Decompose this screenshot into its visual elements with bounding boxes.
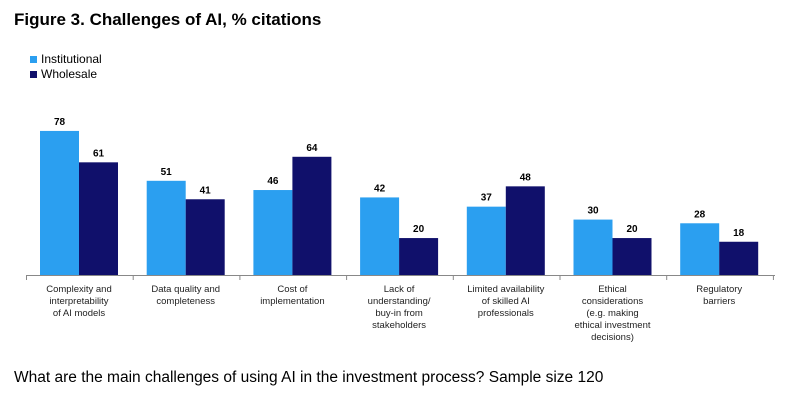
- bar-institutional: [573, 219, 613, 275]
- category-label: considerations: [582, 296, 644, 307]
- legend-item-institutional: Institutional: [30, 52, 102, 67]
- category-label: Limited availability: [467, 284, 544, 295]
- category-label: barriers: [703, 296, 735, 307]
- bar-wholesale: [719, 241, 759, 275]
- data-label-institutional: 46: [267, 176, 279, 187]
- category-label: of AI models: [53, 308, 106, 319]
- legend-swatch-wholesale: [30, 71, 37, 78]
- data-label-wholesale: 41: [200, 185, 212, 196]
- data-label-institutional: 78: [54, 117, 66, 128]
- data-label-wholesale: 48: [520, 172, 532, 183]
- bar-wholesale: [505, 186, 545, 275]
- bar-wholesale: [612, 238, 652, 275]
- data-label-wholesale: 18: [733, 228, 745, 239]
- bar-institutional: [680, 223, 720, 275]
- category-label: understanding/: [368, 296, 431, 307]
- legend-label-wholesale: Wholesale: [41, 67, 98, 81]
- data-label-wholesale: 64: [306, 143, 318, 154]
- category-label: Regulatory: [696, 284, 742, 295]
- bar-institutional: [253, 190, 293, 275]
- bar-wholesale: [399, 238, 439, 275]
- bar-institutional: [466, 206, 506, 275]
- bar-wholesale: [185, 199, 225, 275]
- category-label: Lack of: [384, 284, 415, 295]
- legend: Institutional Wholesale: [30, 52, 102, 82]
- legend-item-wholesale: Wholesale: [30, 67, 102, 82]
- category-label: (e.g. making: [586, 308, 638, 319]
- category-label: implementation: [260, 296, 324, 307]
- category-label: Complexity and: [46, 284, 111, 295]
- category-label: ethical investment: [574, 320, 650, 331]
- data-label-wholesale: 61: [93, 148, 105, 159]
- bar-wholesale: [79, 162, 118, 275]
- category-label: Ethical: [598, 284, 627, 295]
- category-label: of skilled AI: [482, 296, 530, 307]
- bar-wholesale: [292, 156, 332, 275]
- category-label: completeness: [156, 296, 215, 307]
- footer-question: What are the main challenges of using AI…: [14, 369, 604, 386]
- category-label: stakeholders: [372, 320, 426, 331]
- category-label: Data quality and: [151, 284, 220, 295]
- bar-institutional: [40, 130, 79, 275]
- data-label-institutional: 28: [694, 209, 706, 220]
- category-label: professionals: [478, 308, 534, 319]
- category-label: decisions): [591, 332, 634, 343]
- data-label-institutional: 30: [587, 206, 599, 217]
- category-label: Cost of: [277, 284, 307, 295]
- category-label: buy-in from: [375, 308, 423, 319]
- data-label-institutional: 42: [374, 183, 386, 194]
- category-label: interpretability: [49, 296, 108, 307]
- legend-swatch-institutional: [30, 56, 37, 63]
- data-label-institutional: 37: [481, 193, 493, 204]
- data-label-institutional: 51: [161, 167, 173, 178]
- bar-institutional: [146, 180, 186, 275]
- data-label-wholesale: 20: [626, 224, 638, 235]
- bar-institutional: [360, 197, 400, 275]
- chart-title: Figure 3. Challenges of AI, % citations: [14, 10, 322, 29]
- legend-label-institutional: Institutional: [41, 52, 102, 66]
- data-label-wholesale: 20: [413, 224, 425, 235]
